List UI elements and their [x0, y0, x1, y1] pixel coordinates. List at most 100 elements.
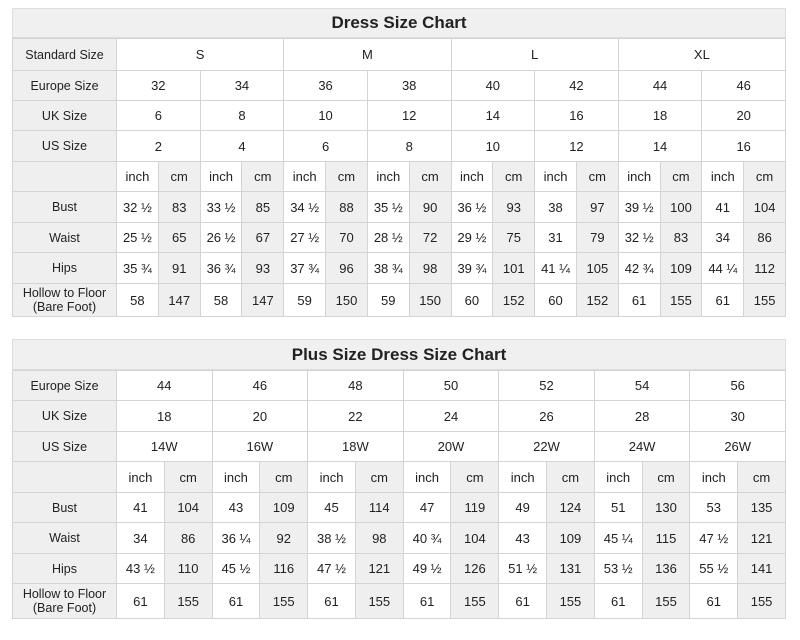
measurement-cell: 104	[450, 522, 500, 554]
row-label: Europe Size	[12, 370, 117, 401]
measurement-cell: 51	[593, 492, 643, 523]
size-cell: 26W	[689, 431, 786, 462]
row-label: US Size	[12, 431, 117, 462]
size-row: US Size 2 4 6 8 10 12 14 16	[12, 130, 786, 162]
measurement-row: Hollow to Floor (Bare Foot) 58 147 58 147 59 1…	[12, 283, 786, 317]
measurement-cell: 47 ½	[307, 553, 356, 584]
measurement-cell: 86	[743, 222, 786, 253]
size-cell: 4	[199, 130, 285, 162]
measurement-cell: 150	[408, 283, 452, 317]
measurement-cell: 36 ½	[450, 191, 494, 223]
size-cell: 50	[402, 370, 500, 401]
measurement-cell: 43	[498, 522, 548, 554]
unit-inch: inch	[366, 161, 410, 192]
size-cell: 46	[701, 70, 786, 101]
measurement-label: Hollow to Floor (Bare Foot)	[12, 583, 117, 619]
measurement-cell: 39 ¾	[450, 252, 494, 284]
measurement-cell: 41	[701, 191, 745, 223]
size-cell: 52	[498, 370, 595, 401]
measurement-cell: 27 ½	[283, 222, 327, 253]
unit-inch: inch	[211, 461, 261, 493]
size-cell: 22	[307, 400, 404, 432]
measurement-cell: 34	[701, 222, 745, 253]
measurement-cell: 65	[157, 222, 201, 253]
unit-inch: inch	[283, 161, 327, 192]
size-row: Standard Size S M L XL	[12, 38, 787, 71]
measurement-cell: 61	[593, 583, 643, 619]
unit-cm: cm	[737, 461, 786, 493]
unit-inch: inch	[307, 461, 356, 493]
size-cell: 14W	[116, 431, 213, 462]
measurement-cell: 83	[659, 222, 703, 253]
measurement-cell: 45 ½	[211, 553, 261, 584]
blank-cell	[12, 461, 117, 493]
measurement-cell: 61	[701, 283, 745, 317]
measurement-cell: 60	[534, 283, 577, 317]
measurement-cell: 53	[689, 492, 739, 523]
measurement-cell: 43	[211, 492, 261, 523]
measurement-cell: 43 ½	[116, 553, 165, 584]
unit-cm: cm	[354, 461, 404, 493]
size-cell: 26	[498, 400, 595, 432]
measurement-cell: 109	[659, 252, 703, 284]
unit-inch: inch	[402, 461, 452, 493]
size-cell: 14	[450, 100, 536, 131]
size-cell: 30	[689, 400, 786, 432]
size-cell: 18W	[307, 431, 404, 462]
unit-inch: inch	[450, 161, 494, 192]
plus-size-chart-title: Plus Size Dress Size Chart	[12, 339, 786, 370]
measurement-row: Waist 25 ½ 65 26 ½ 67 27 ½ 70 28 ½ 72 29 ½ 75 31 79 3…	[12, 222, 786, 253]
measurement-cell: 36 ¾	[199, 252, 243, 284]
size-cell: 16	[701, 130, 786, 162]
measurement-cell: 58	[116, 283, 159, 317]
measurement-cell: 75	[492, 222, 536, 253]
measurement-cell: 60	[450, 283, 494, 317]
measurement-cell: 34	[116, 522, 165, 554]
row-label: US Size	[12, 130, 117, 162]
measurement-cell: 40 ¾	[402, 522, 452, 554]
size-cell: 2	[116, 130, 201, 162]
measurement-cell: 98	[408, 252, 452, 284]
unit-inch: inch	[593, 461, 643, 493]
size-cell: 12	[366, 100, 452, 131]
unit-inch: inch	[701, 161, 745, 192]
measurement-cell: 93	[241, 252, 285, 284]
measurement-cell: 61	[402, 583, 452, 619]
row-label: UK Size	[12, 400, 117, 432]
unit-inch: inch	[534, 161, 577, 192]
measurement-label: Hips	[12, 553, 117, 584]
measurement-cell: 121	[354, 553, 404, 584]
measurement-cell: 104	[743, 191, 786, 223]
size-cell: 12	[534, 130, 619, 162]
measurement-cell: 109	[546, 522, 595, 554]
unit-inch: inch	[116, 161, 159, 192]
size-cell: 16W	[211, 431, 309, 462]
size-cell: 44	[617, 70, 703, 101]
size-cell: 40	[450, 70, 536, 101]
measurement-cell: 51 ½	[498, 553, 548, 584]
measurement-cell: 155	[354, 583, 404, 619]
size-cell: 18	[116, 400, 213, 432]
measurement-cell: 39 ½	[617, 191, 661, 223]
measurement-cell: 155	[259, 583, 309, 619]
plus-size-chart-table: Europe Size 44 46 48 50 52 54 56 UK Size 18 20 22 24…	[12, 370, 786, 619]
measurement-cell: 45 ¼	[593, 522, 643, 554]
measurement-cell: 49	[498, 492, 548, 523]
measurement-cell: 119	[450, 492, 500, 523]
measurement-cell: 41	[116, 492, 165, 523]
row-label: Standard Size	[12, 38, 117, 71]
measurement-label: Hollow to Floor (Bare Foot)	[12, 283, 117, 317]
measurement-cell: 37 ¾	[283, 252, 327, 284]
measurement-cell: 67	[241, 222, 285, 253]
measurement-cell: 28 ½	[366, 222, 410, 253]
blank-cell	[12, 161, 117, 192]
measurement-label: Hips	[12, 252, 117, 284]
measurement-cell: 32 ½	[116, 191, 159, 223]
measurement-cell: 41 ¼	[534, 252, 577, 284]
measurement-cell: 101	[492, 252, 536, 284]
measurement-cell: 42 ¾	[617, 252, 661, 284]
measurement-label: Bust	[12, 492, 117, 523]
dress-size-chart-title: Dress Size Chart	[12, 8, 786, 38]
size-cell: 56	[689, 370, 786, 401]
